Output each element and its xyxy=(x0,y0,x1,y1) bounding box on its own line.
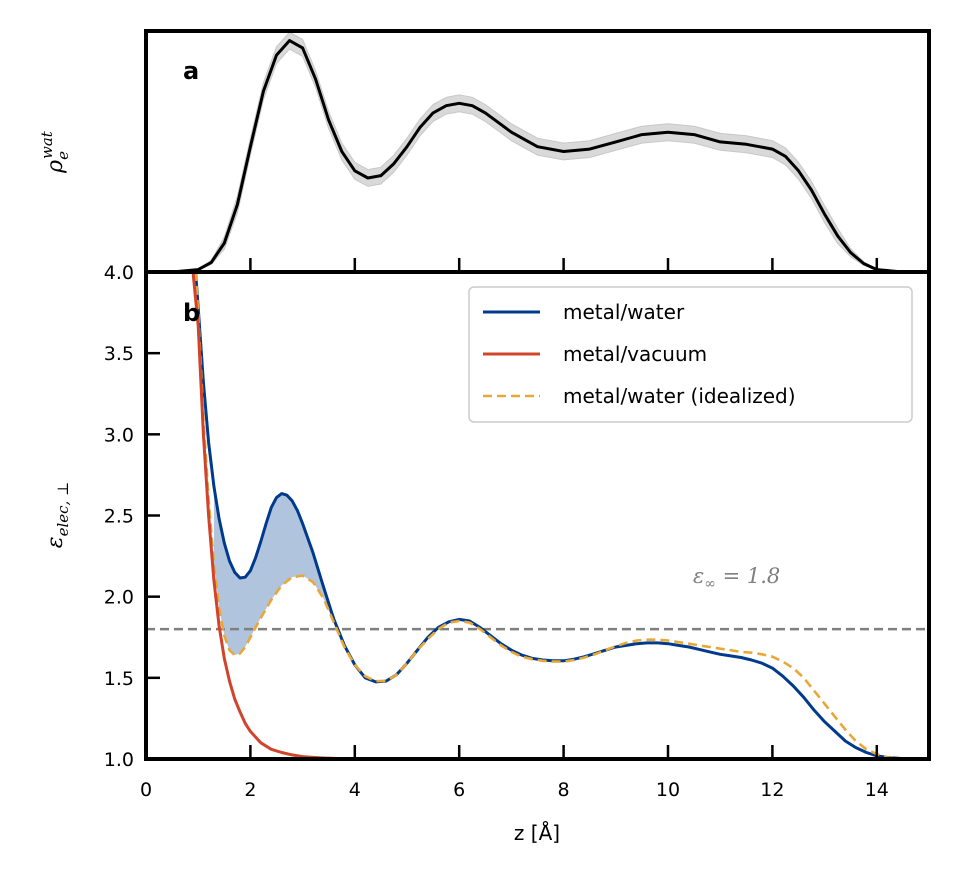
legend-label-metal-vacuum: metal/vacuum xyxy=(563,342,707,366)
panel-b-frame xyxy=(144,270,931,761)
epsilon-infinity-annotation: ε∞ = 1.8 xyxy=(693,564,780,592)
y-tick-label-4: 4.0 xyxy=(104,262,134,284)
panel-b: 0 2 4 6 8 10 12 141.01.52.02.53.03.54.0 b ε∞ = … xyxy=(43,262,931,845)
panel-b-ylabel-main: ε xyxy=(43,536,68,548)
panel-b-fill-layer xyxy=(213,486,342,655)
series-line-metal-water xyxy=(194,271,929,761)
panel-a-uncertainty-band xyxy=(146,31,929,273)
x-tick-label-12: 12 xyxy=(760,779,784,801)
panel-a: a ρewat xyxy=(38,29,931,274)
legend-label-metal-water-idealized: metal/water (idealized) xyxy=(563,384,796,408)
y-tick-label-2: 2.0 xyxy=(104,587,134,609)
legend-label-metal-water: metal/water xyxy=(563,300,685,324)
x-tick-label-14: 14 xyxy=(865,779,889,801)
x-tick-label-2: 2 xyxy=(244,779,256,801)
legend: metal/water metal/vacuum metal/water (idea… xyxy=(468,286,913,423)
y-tick-label-2-5: 2.5 xyxy=(104,506,134,528)
panel-b-ylabel-sub: elec, ⊥ xyxy=(54,482,72,537)
panel-b-ylabel: εelec, ⊥ xyxy=(43,482,72,548)
annotation-epsilon: ε xyxy=(693,564,704,588)
annotation-infinity: ∞ xyxy=(704,576,716,592)
x-tick-label-4: 4 xyxy=(349,779,361,801)
panel-a-letter: a xyxy=(183,57,199,85)
panel-a-ylabel-sup: wat xyxy=(38,130,56,159)
series-line-metal-water-idealized xyxy=(194,271,929,761)
panel-a-density-line xyxy=(146,39,929,274)
x-tick-label-6: 6 xyxy=(453,779,465,801)
y-tick-label-1: 1.0 xyxy=(104,749,134,771)
x-tick-label-0: 0 xyxy=(140,779,152,801)
x-tick-label-8: 8 xyxy=(558,779,570,801)
annotation-value: = 1.8 xyxy=(716,564,780,588)
y-tick-label-3: 3.0 xyxy=(104,424,134,446)
x-axis-title: z [Å] xyxy=(514,821,560,845)
legend-frame xyxy=(468,286,913,423)
panel-a-ylabel: ρewat xyxy=(38,130,72,174)
panel-a-line-layer xyxy=(146,39,929,274)
panel-a-ylabel-main: ρ xyxy=(43,160,68,174)
y-tick-label-1-5: 1.5 xyxy=(104,668,134,690)
panel-a-tick-layer xyxy=(249,258,879,272)
panel-a-band-layer xyxy=(146,31,929,273)
panel-b-letter: b xyxy=(183,299,200,327)
difference-shaded-region xyxy=(213,486,342,655)
panel-a-ylabel-sub: e xyxy=(54,151,72,160)
y-tick-label-3-5: 3.5 xyxy=(104,343,134,365)
x-tick-label-10: 10 xyxy=(656,779,680,801)
